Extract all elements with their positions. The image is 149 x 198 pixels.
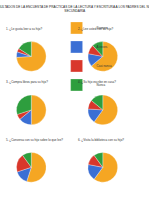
svg-text:Casi nunca: Casi nunca <box>97 64 112 68</box>
svg-text:A veces: A veces <box>97 45 108 49</box>
svg-text:Nunca: Nunca <box>97 83 106 87</box>
svg-text:6. ¿Visita la biblioteca con s: 6. ¿Visita la biblioteca con su hijo? <box>78 138 124 142</box>
svg-text:2. ¿Lee usted con su hijo?: 2. ¿Lee usted con su hijo? <box>78 27 114 31</box>
svg-text:4. ¿Su hijo escribe en casa?: 4. ¿Su hijo escribe en casa? <box>78 80 116 84</box>
svg-text:3. ¿Compra libros para su hijo: 3. ¿Compra libros para su hijo? <box>6 80 48 84</box>
svg-text:5. ¿Conversa con su hijo sobre: 5. ¿Conversa con su hijo sobre lo que le… <box>6 138 63 142</box>
svg-text:RESULTADOS DE LA ENCUESTA DE P: RESULTADOS DE LA ENCUESTA DE PRÁCTICAS D… <box>0 5 149 13</box>
svg-text:1. ¿Le gusta leer a su hijo?: 1. ¿Le gusta leer a su hijo? <box>6 27 43 31</box>
svg-text:Siempre: Siempre <box>97 26 109 30</box>
